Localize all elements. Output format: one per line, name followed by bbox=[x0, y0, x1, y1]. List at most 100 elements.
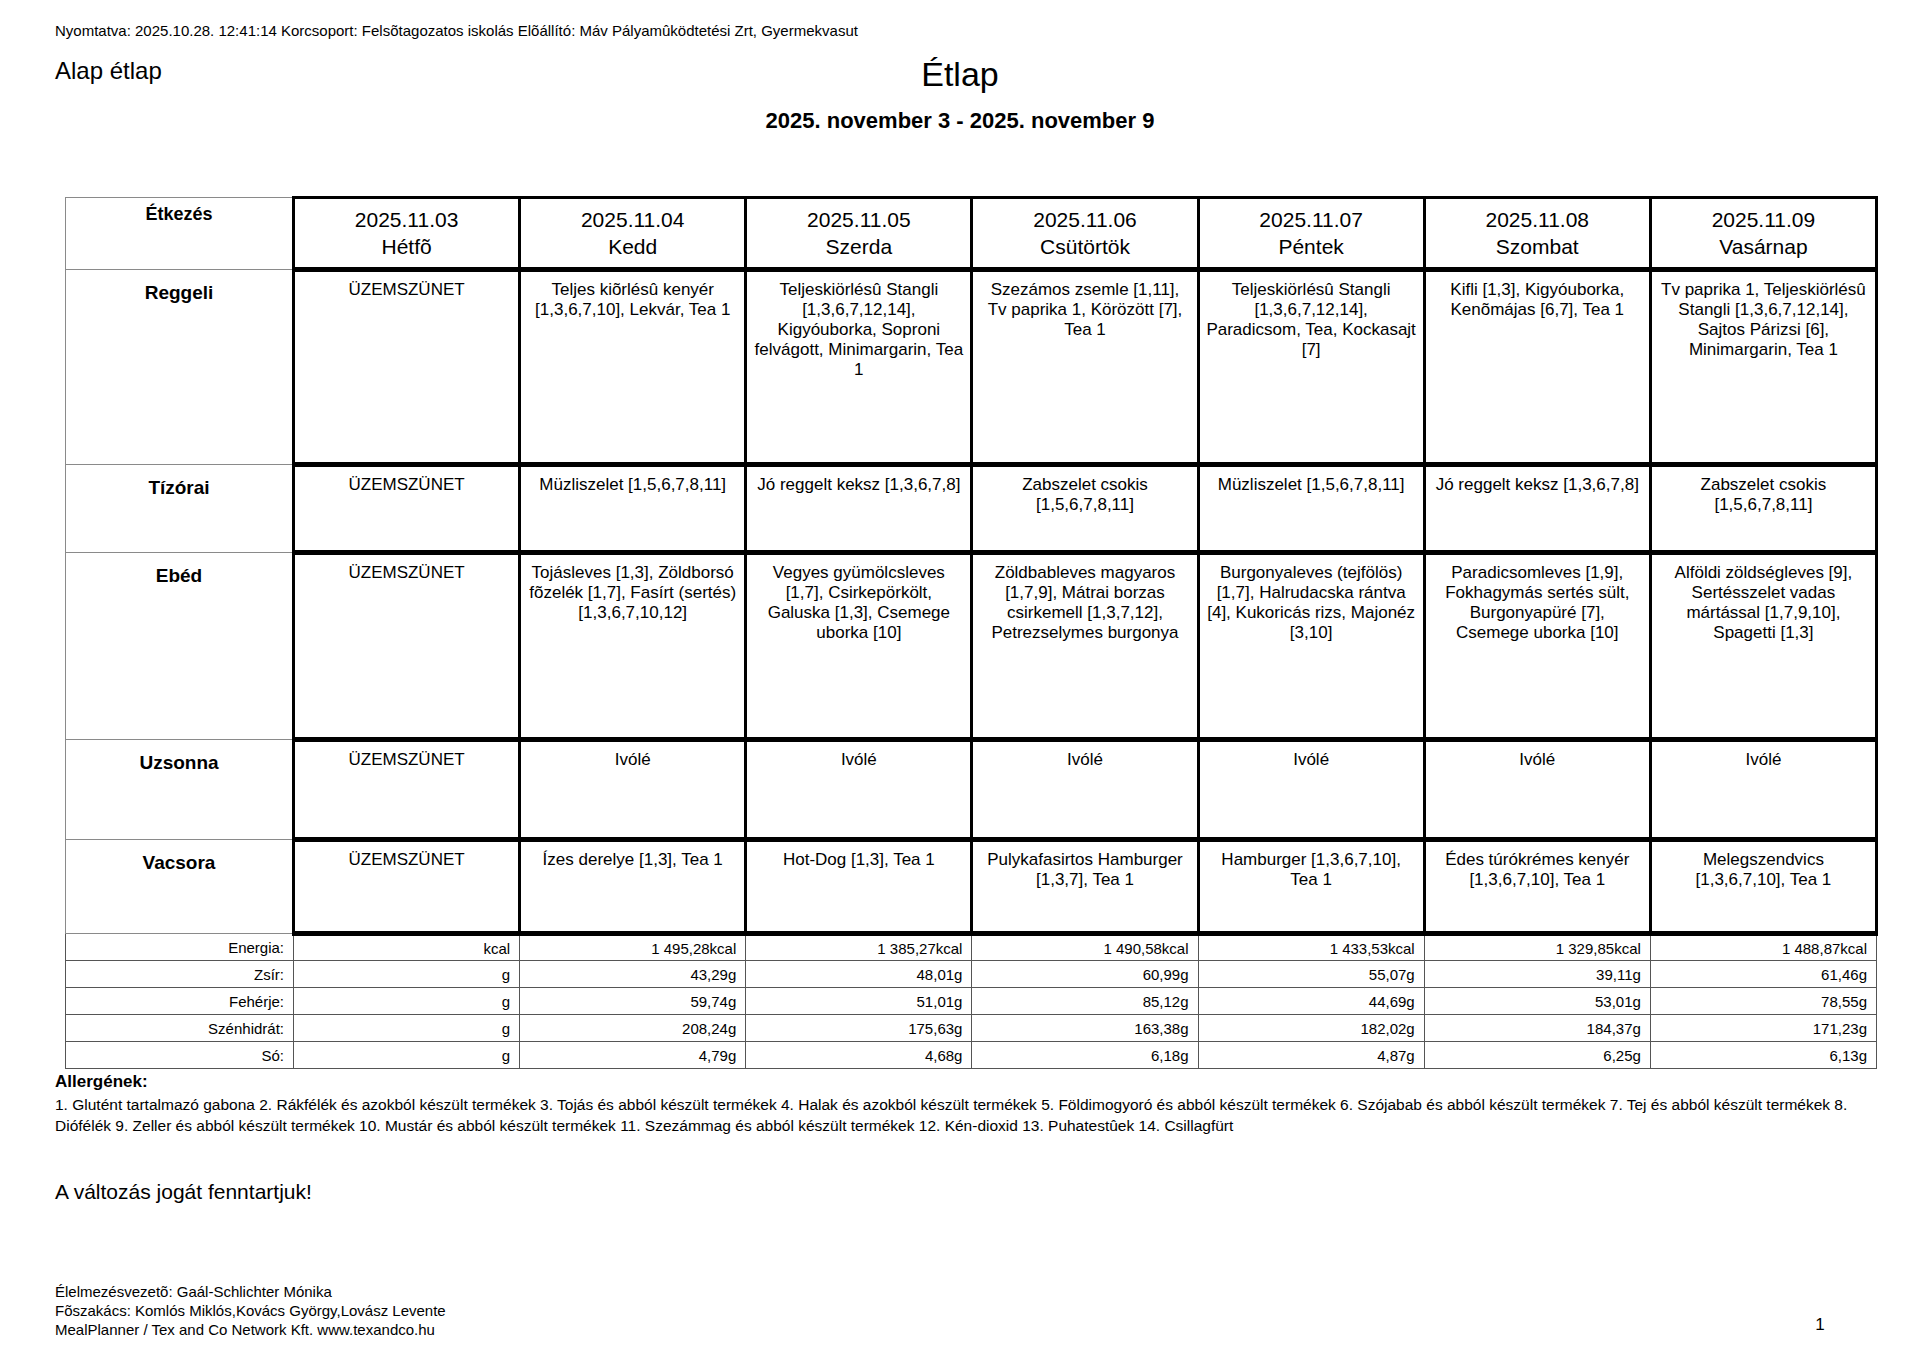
meal-cell: Tojásleves [1,3], Zöldborsó fõzelék [1,7… bbox=[520, 553, 746, 740]
day-name: Szerda bbox=[748, 233, 969, 260]
nutrition-value-cell: 163,38g bbox=[972, 1015, 1198, 1042]
nutrition-label-cell: Energia: bbox=[66, 934, 294, 961]
meal-cell: Hamburger [1,3,6,7,10], Tea 1 bbox=[1198, 840, 1424, 934]
day-header-cell: 2025.11.04Kedd bbox=[520, 198, 746, 270]
nutrition-unit-cell: g bbox=[294, 1015, 520, 1042]
nutrition-value-cell: 60,99g bbox=[972, 961, 1198, 988]
meal-cell: ÜZEMSZÜNET bbox=[294, 465, 520, 553]
nutrition-value-cell: 39,11g bbox=[1424, 961, 1650, 988]
meal-cell: ÜZEMSZÜNET bbox=[294, 740, 520, 840]
day-name: Kedd bbox=[522, 233, 743, 260]
nutrition-value-cell: 78,55g bbox=[1650, 988, 1876, 1015]
nutrition-unit-cell: kcal bbox=[294, 934, 520, 961]
nutrition-value-cell: 6,25g bbox=[1424, 1042, 1650, 1069]
nutrition-value-cell: 4,79g bbox=[520, 1042, 746, 1069]
nutrition-row: Energia:kcal1 495,28kcal1 385,27kcal1 49… bbox=[66, 934, 1877, 961]
nutrition-value-cell: 175,63g bbox=[746, 1015, 972, 1042]
meal-cell: Müzliszelet [1,5,6,7,8,11] bbox=[520, 465, 746, 553]
page-number: 1 bbox=[1800, 1315, 1840, 1335]
nutrition-value-cell: 6,13g bbox=[1650, 1042, 1876, 1069]
footer-line: Fõszakács: Komlós Miklós,Kovács György,L… bbox=[55, 1301, 446, 1320]
meal-cell: Ivólé bbox=[972, 740, 1198, 840]
nutrition-value-cell: 51,01g bbox=[746, 988, 972, 1015]
meal-row-tízórai: TízóraiÜZEMSZÜNETMüzliszelet [1,5,6,7,8,… bbox=[66, 465, 1877, 553]
nutrition-value-cell: 4,87g bbox=[1198, 1042, 1424, 1069]
day-header-cell: 2025.11.06Csütörtök bbox=[972, 198, 1198, 270]
day-name: Szombat bbox=[1427, 233, 1648, 260]
nutrition-row: Só:g4,79g4,68g6,18g4,87g6,25g6,13g bbox=[66, 1042, 1877, 1069]
day-name: Vasárnap bbox=[1653, 233, 1874, 260]
day-date: 2025.11.09 bbox=[1653, 206, 1874, 233]
meal-cell: Zabszelet csokis [1,5,6,7,8,11] bbox=[1650, 465, 1876, 553]
meal-cell: Zöldbableves magyaros [1,7,9], Mátrai bo… bbox=[972, 553, 1198, 740]
nutrition-row: Zsír:g43,29g48,01g60,99g55,07g39,11g61,4… bbox=[66, 961, 1877, 988]
day-date: 2025.11.08 bbox=[1427, 206, 1648, 233]
day-date: 2025.11.03 bbox=[296, 206, 517, 233]
meal-cell: Melegszendvics [1,3,6,7,10], Tea 1 bbox=[1650, 840, 1876, 934]
footer-block: Élelmezésvezetõ: Gaál-Schlichter Mónika … bbox=[55, 1282, 446, 1339]
nutrition-value-cell: 208,24g bbox=[520, 1015, 746, 1042]
date-range-subtitle: 2025. november 3 - 2025. november 9 bbox=[0, 108, 1920, 134]
nutrition-value-cell: 55,07g bbox=[1198, 961, 1424, 988]
day-date: 2025.11.06 bbox=[974, 206, 1195, 233]
meal-cell: Édes túrókrémes kenyér [1,3,6,7,10], Tea… bbox=[1424, 840, 1650, 934]
day-name: Péntek bbox=[1201, 233, 1422, 260]
meal-cell: Teljes kiõrlésû kenyér [1,3,6,7,10], Lek… bbox=[520, 270, 746, 465]
day-header-cell: 2025.11.09Vasárnap bbox=[1650, 198, 1876, 270]
nutrition-value-cell: 1 433,53kcal bbox=[1198, 934, 1424, 961]
nutrition-value-cell: 1 488,87kcal bbox=[1650, 934, 1876, 961]
nutrition-value-cell: 48,01g bbox=[746, 961, 972, 988]
day-header-cell: 2025.11.07Péntek bbox=[1198, 198, 1424, 270]
meal-cell: Szezámos zsemle [1,11], Tv paprika 1, Kö… bbox=[972, 270, 1198, 465]
day-date: 2025.11.07 bbox=[1201, 206, 1422, 233]
day-header-cell: 2025.11.08Szombat bbox=[1424, 198, 1650, 270]
nutrition-value-cell: 59,74g bbox=[520, 988, 746, 1015]
meal-cell: Jó reggelt keksz [1,3,6,7,8] bbox=[746, 465, 972, 553]
meal-cell: Paradicsomleves [1,9], Fokhagymás sertés… bbox=[1424, 553, 1650, 740]
nutrition-row: Szénhidrát:g208,24g175,63g163,38g182,02g… bbox=[66, 1015, 1877, 1042]
meal-cell: ÜZEMSZÜNET bbox=[294, 270, 520, 465]
meal-cell: Ivólé bbox=[520, 740, 746, 840]
nutrition-value-cell: 184,37g bbox=[1424, 1015, 1650, 1042]
meal-cell: Burgonyaleves (tejfölös) [1,7], Halrudac… bbox=[1198, 553, 1424, 740]
meal-cell: Kifli [1,3], Kigyóuborka, Kenõmájas [6,7… bbox=[1424, 270, 1650, 465]
nutrition-value-cell: 85,12g bbox=[972, 988, 1198, 1015]
meal-cell: Müzliszelet [1,5,6,7,8,11] bbox=[1198, 465, 1424, 553]
weekly-menu-table: Étkezés2025.11.03Hétfõ2025.11.04Kedd2025… bbox=[65, 196, 1878, 1069]
meal-label-cell: Tízórai bbox=[66, 465, 294, 553]
nutrition-value-cell: 1 385,27kcal bbox=[746, 934, 972, 961]
menu-table-body: Étkezés2025.11.03Hétfõ2025.11.04Kedd2025… bbox=[66, 198, 1877, 1069]
change-disclaimer: A változás jogát fenntartjuk! bbox=[55, 1180, 312, 1204]
meal-cell: Alföldi zöldségleves [9], Sertésszelet v… bbox=[1650, 553, 1876, 740]
day-header-cell: 2025.11.03Hétfõ bbox=[294, 198, 520, 270]
meal-cell: ÜZEMSZÜNET bbox=[294, 840, 520, 934]
meal-cell: Hot-Dog [1,3], Tea 1 bbox=[746, 840, 972, 934]
meal-cell: Pulykafasirtos Hamburger [1,3,7], Tea 1 bbox=[972, 840, 1198, 934]
meal-cell: Zabszelet csokis [1,5,6,7,8,11] bbox=[972, 465, 1198, 553]
page-title: Étlap bbox=[0, 55, 1920, 94]
meal-label-cell: Vacsora bbox=[66, 840, 294, 934]
allergens-text: 1. Glutént tartalmazó gabona 2. Rákfélék… bbox=[55, 1094, 1865, 1136]
table-header-row: Étkezés2025.11.03Hétfõ2025.11.04Kedd2025… bbox=[66, 198, 1877, 270]
meal-label-cell: Ebéd bbox=[66, 553, 294, 740]
meal-row-reggeli: ReggeliÜZEMSZÜNETTeljes kiõrlésû kenyér … bbox=[66, 270, 1877, 465]
meal-cell: Teljeskiörlésû Stangli [1,3,6,7,12,14], … bbox=[746, 270, 972, 465]
nutrition-value-cell: 1 329,85kcal bbox=[1424, 934, 1650, 961]
day-date: 2025.11.05 bbox=[748, 206, 969, 233]
allergens-heading: Allergének: bbox=[55, 1072, 148, 1092]
nutrition-label-cell: Só: bbox=[66, 1042, 294, 1069]
nutrition-label-cell: Fehérje: bbox=[66, 988, 294, 1015]
nutrition-value-cell: 4,68g bbox=[746, 1042, 972, 1069]
meal-cell: Vegyes gyümölcsleves [1,7], Csirkepörköl… bbox=[746, 553, 972, 740]
meal-row-ebéd: EbédÜZEMSZÜNETTojásleves [1,3], Zöldbors… bbox=[66, 553, 1877, 740]
meal-cell: Ivólé bbox=[1650, 740, 1876, 840]
nutrition-unit-cell: g bbox=[294, 988, 520, 1015]
nutrition-value-cell: 6,18g bbox=[972, 1042, 1198, 1069]
meal-cell: Tv paprika 1, Teljeskiörlésû Stangli [1,… bbox=[1650, 270, 1876, 465]
nutrition-value-cell: 43,29g bbox=[520, 961, 746, 988]
nutrition-label-cell: Szénhidrát: bbox=[66, 1015, 294, 1042]
meal-cell: Jó reggelt keksz [1,3,6,7,8] bbox=[1424, 465, 1650, 553]
footer-line: MealPlanner / Tex and Co Network Kft. ww… bbox=[55, 1320, 446, 1339]
meal-cell: Ivólé bbox=[746, 740, 972, 840]
day-name: Csütörtök bbox=[974, 233, 1195, 260]
